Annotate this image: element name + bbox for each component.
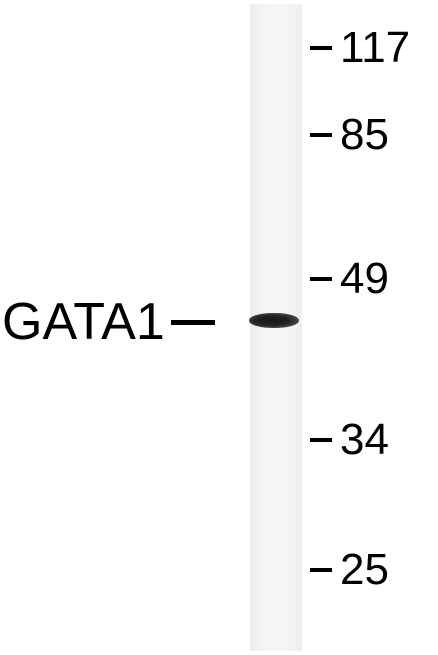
marker-117: 117 bbox=[310, 26, 410, 70]
marker-label: 25 bbox=[340, 545, 389, 594]
protein-label: GATA1 bbox=[2, 296, 215, 348]
band-pointer-line bbox=[170, 319, 215, 325]
marker-label: 85 bbox=[340, 110, 389, 159]
marker-49: 49 bbox=[310, 257, 389, 301]
marker-tick bbox=[310, 568, 332, 572]
marker-label: 49 bbox=[340, 254, 389, 303]
protein-name: GATA1 bbox=[2, 293, 165, 351]
marker-85: 85 bbox=[310, 113, 389, 157]
protein-band bbox=[249, 313, 299, 328]
marker-tick bbox=[310, 46, 332, 50]
marker-34: 34 bbox=[310, 418, 389, 462]
marker-tick bbox=[310, 133, 332, 137]
marker-tick bbox=[310, 438, 332, 442]
marker-25: 25 bbox=[310, 548, 389, 592]
marker-label: 34 bbox=[340, 415, 389, 464]
marker-tick bbox=[310, 277, 332, 281]
marker-label: 117 bbox=[340, 23, 411, 72]
